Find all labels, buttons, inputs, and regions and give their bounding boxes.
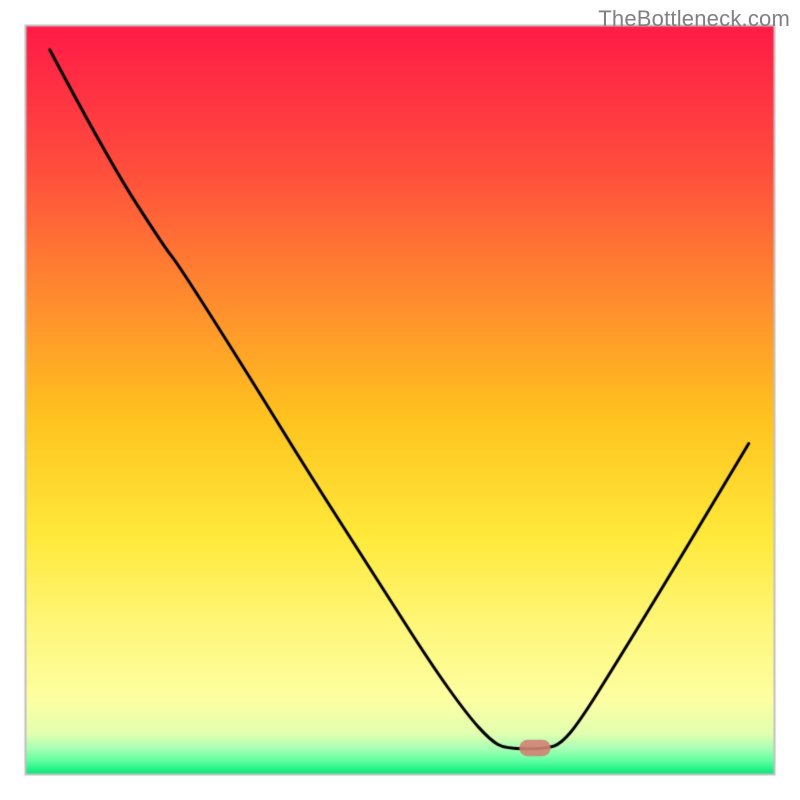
bottleneck-chart-canvas (0, 0, 800, 800)
watermark-text: TheBottleneck.com (598, 6, 790, 32)
